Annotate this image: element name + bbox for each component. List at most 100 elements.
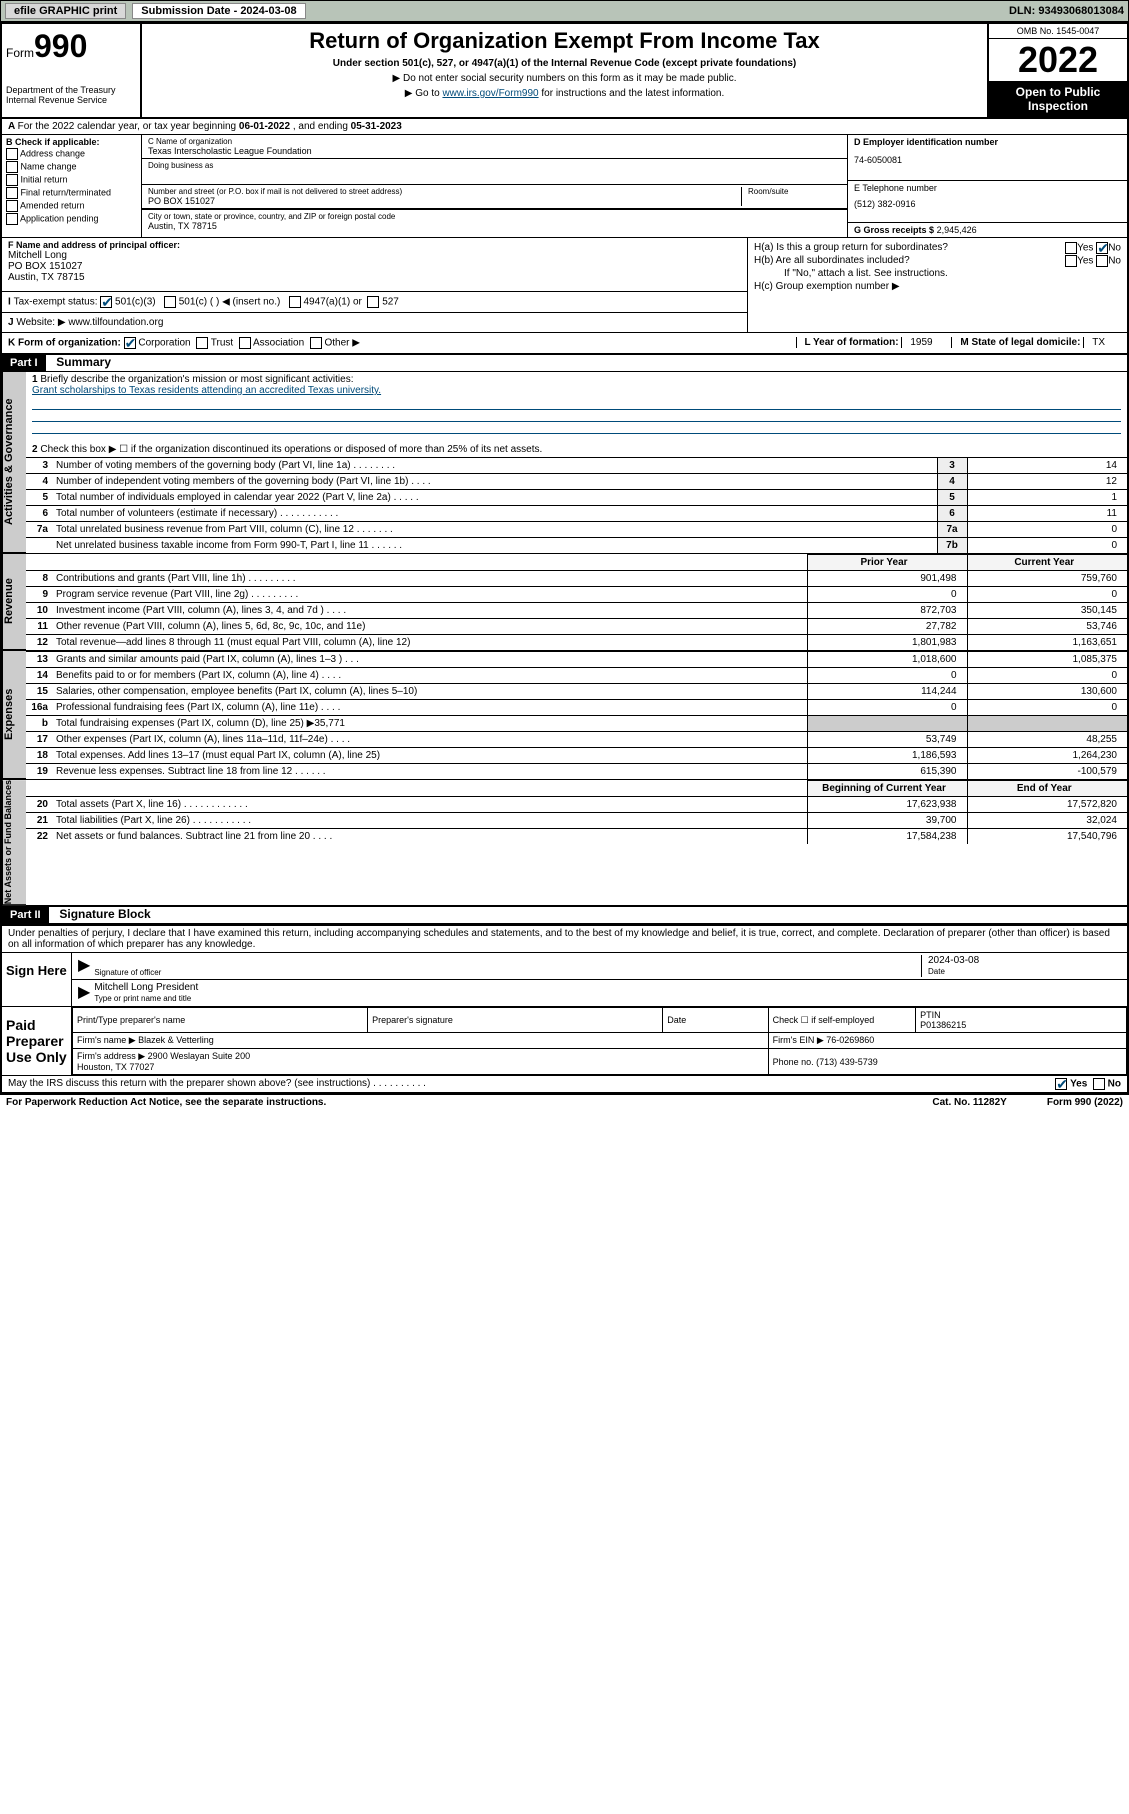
line-box: 4 xyxy=(937,474,967,490)
line-num: 3 xyxy=(26,458,52,474)
net-assets-section: Net Assets or Fund Balances Beginning of… xyxy=(2,779,1127,905)
prep-check: Check ☐ if self-employed xyxy=(768,1008,916,1033)
curr-val: 759,760 xyxy=(967,571,1127,587)
prior-val: 17,623,938 xyxy=(807,797,967,813)
col-hdr: Current Year xyxy=(967,555,1127,571)
ha-yes[interactable] xyxy=(1065,242,1077,254)
net-table: Beginning of Current Year End of Year20 … xyxy=(26,780,1127,844)
discuss-row: May the IRS discuss this return with the… xyxy=(2,1075,1127,1092)
open-to-public: Open to Public Inspection xyxy=(989,81,1127,117)
b-opt-chk[interactable] xyxy=(6,161,18,173)
header-mid: Return of Organization Exempt From Incom… xyxy=(142,24,987,117)
chk-4947[interactable] xyxy=(289,296,301,308)
line-desc: Total liabilities (Part X, line 26) . . … xyxy=(52,813,807,829)
k-corp[interactable] xyxy=(124,337,136,349)
line-desc: Grants and similar amounts paid (Part IX… xyxy=(52,652,807,668)
b-opt-chk[interactable] xyxy=(6,187,18,199)
g-label: G Gross receipts $ xyxy=(854,225,934,235)
col-d-e-g: D Employer identification number 74-6050… xyxy=(847,135,1127,237)
line-desc: Contributions and grants (Part VIII, lin… xyxy=(52,571,807,587)
firm-ein: 76-0269860 xyxy=(826,1035,874,1045)
line-desc: Total number of individuals employed in … xyxy=(52,490,937,506)
firm-phone: (713) 439-5739 xyxy=(816,1057,878,1067)
side-exp: Expenses xyxy=(2,651,26,779)
hb-no[interactable] xyxy=(1096,255,1108,267)
hb-yes[interactable] xyxy=(1065,255,1077,267)
form-number: Form990 xyxy=(6,28,136,65)
room-suite-label: Room/suite xyxy=(741,187,841,206)
chk-501c[interactable] xyxy=(164,296,176,308)
prior-val: 1,018,600 xyxy=(807,652,967,668)
submission-date: Submission Date - 2024-03-08 xyxy=(132,3,305,19)
website-val: www.tilfoundation.org xyxy=(68,317,163,328)
rev-table: Prior Year Current Year8 Contributions a… xyxy=(26,554,1127,650)
expenses-section: Expenses 13 Grants and similar amounts p… xyxy=(2,650,1127,779)
line-desc: Salaries, other compensation, employee b… xyxy=(52,684,807,700)
irs-link[interactable]: www.irs.gov/Form990 xyxy=(442,88,538,99)
form-title: Return of Organization Exempt From Incom… xyxy=(150,28,979,54)
prior-val: 901,498 xyxy=(807,571,967,587)
col-hdr: Prior Year xyxy=(807,555,967,571)
line-box: 7a xyxy=(937,522,967,538)
line-num: 14 xyxy=(26,668,52,684)
section-k-l-m: K Form of organization: Corporation Trus… xyxy=(2,333,1127,355)
tel-val: (512) 382-0916 xyxy=(854,199,1121,209)
ptin-val: P01386215 xyxy=(920,1020,966,1030)
header-right: OMB No. 1545-0047 2022 Open to Public In… xyxy=(987,24,1127,117)
prior-val xyxy=(807,716,967,732)
prep-sig-hdr: Preparer's signature xyxy=(368,1008,663,1033)
c-label: C Name of organization xyxy=(148,137,841,146)
i-label: Tax-exempt status: xyxy=(14,297,98,308)
header-left: Form990 Department of the Treasury Inter… xyxy=(2,24,142,117)
line-num: 6 xyxy=(26,506,52,522)
line-num: 4 xyxy=(26,474,52,490)
q2-text: Check this box ▶ ☐ if the organization d… xyxy=(40,444,542,455)
curr-val: 48,255 xyxy=(967,732,1127,748)
gross-val: 2,945,426 xyxy=(937,225,977,235)
ha-no[interactable] xyxy=(1096,242,1108,254)
b-opt-chk[interactable] xyxy=(6,213,18,225)
top-bar: efile GRAPHIC print Submission Date - 20… xyxy=(0,0,1129,22)
b-options: Address change Name change Initial retur… xyxy=(6,148,137,225)
k-other[interactable] xyxy=(310,337,322,349)
line-num: 10 xyxy=(26,603,52,619)
col-h: H(a) Is this a group return for subordin… xyxy=(747,238,1127,332)
line-num: 22 xyxy=(26,829,52,845)
mission-link[interactable]: Grant scholarships to Texas residents at… xyxy=(32,385,381,396)
line-num: 11 xyxy=(26,619,52,635)
q1-label: Briefly describe the organization's miss… xyxy=(40,374,353,385)
dept-treasury: Department of the Treasury Internal Reve… xyxy=(6,85,136,105)
curr-val: 0 xyxy=(967,668,1127,684)
line-num: 7a xyxy=(26,522,52,538)
k-trust[interactable] xyxy=(196,337,208,349)
line-box: 5 xyxy=(937,490,967,506)
arrow-icon: ▶ xyxy=(78,982,90,1004)
b-opt-chk[interactable] xyxy=(6,200,18,212)
b-opt-chk[interactable] xyxy=(6,174,18,186)
declaration: Under penalties of perjury, I declare th… xyxy=(2,926,1127,952)
line-num xyxy=(26,538,52,554)
curr-val: 350,145 xyxy=(967,603,1127,619)
officer-name-title: Mitchell Long President xyxy=(94,982,198,993)
city-label: City or town, state or province, country… xyxy=(148,212,841,221)
j-label: Website: ▶ xyxy=(16,317,65,328)
form-990: Form990 Department of the Treasury Inter… xyxy=(0,22,1129,1094)
preparer-table: Print/Type preparer's name Preparer's si… xyxy=(72,1007,1127,1075)
org-name: Texas Interscholastic League Foundation xyxy=(148,146,841,156)
omb-number: OMB No. 1545-0047 xyxy=(989,24,1127,39)
discuss-yes[interactable] xyxy=(1055,1078,1067,1090)
curr-val: 1,085,375 xyxy=(967,652,1127,668)
line-num: 19 xyxy=(26,764,52,780)
line-num: 13 xyxy=(26,652,52,668)
k-assoc[interactable] xyxy=(239,337,251,349)
col-hdr: Beginning of Current Year xyxy=(807,781,967,797)
b-opt-chk[interactable] xyxy=(6,148,18,160)
chk-527[interactable] xyxy=(367,296,379,308)
officer-addr2: Austin, TX 78715 xyxy=(8,272,741,283)
line-desc: Net assets or fund balances. Subtract li… xyxy=(52,829,807,845)
discuss-no[interactable] xyxy=(1093,1078,1105,1090)
efile-print-button[interactable]: efile GRAPHIC print xyxy=(5,3,126,19)
chk-501c3[interactable] xyxy=(100,296,112,308)
line-num: 17 xyxy=(26,732,52,748)
line-desc: Benefits paid to or for members (Part IX… xyxy=(52,668,807,684)
